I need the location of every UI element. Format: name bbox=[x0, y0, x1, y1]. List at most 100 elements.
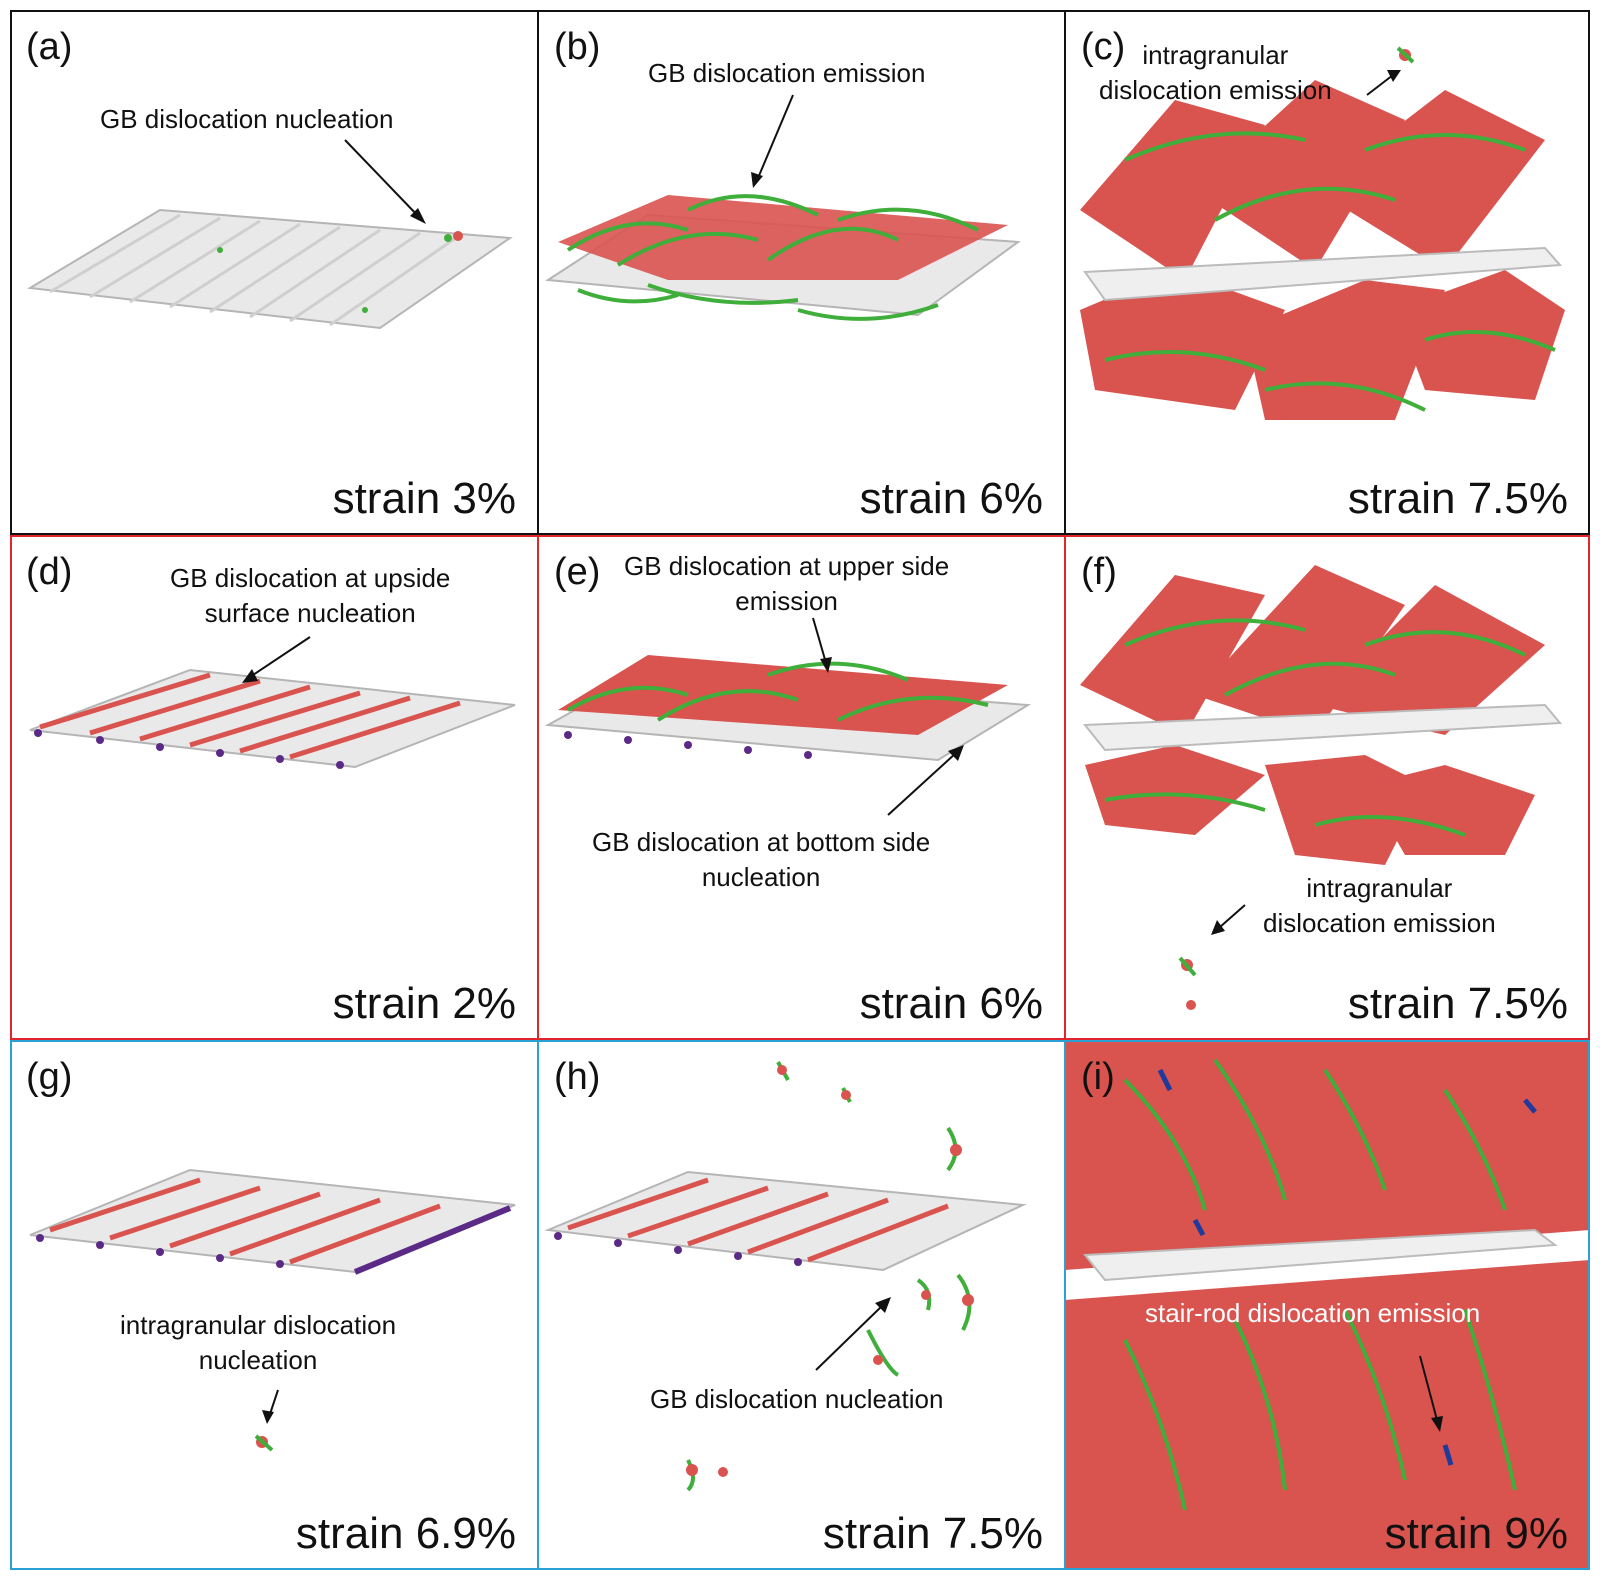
annotation: GB dislocation at bottom side nucleation bbox=[592, 825, 930, 895]
annotation: GB dislocation nucleation bbox=[650, 1382, 943, 1417]
strain-label: strain 7.5% bbox=[1347, 474, 1568, 523]
panel-label: (a) bbox=[26, 26, 73, 68]
arrow-head bbox=[242, 669, 258, 683]
panel-a: (a) GB dislocation nucleation strain 3% bbox=[10, 10, 538, 535]
annotation-line: GB dislocation nucleation bbox=[100, 104, 394, 134]
panel-g-scene bbox=[29, 1168, 516, 1452]
dislocation-lines bbox=[1104, 131, 1556, 412]
panel-h: (h) GB dislocation nucleation strain 7.5… bbox=[538, 1040, 1065, 1570]
gb-plane bbox=[1082, 703, 1563, 752]
panel-f: (f) intragranular dislocation emission s… bbox=[1065, 535, 1590, 1040]
arrow-head bbox=[751, 172, 763, 188]
annotation: GB dislocation emission bbox=[648, 56, 925, 91]
annotation: GB dislocation at upper side emission bbox=[624, 549, 949, 619]
annotation-line: GB dislocation at upside bbox=[170, 563, 451, 593]
gb-plane bbox=[29, 1168, 516, 1274]
stacking-fault-planes bbox=[1065, 1040, 1590, 1570]
panel-a-scene bbox=[26, 139, 513, 330]
annotation-arrow bbox=[249, 636, 311, 678]
annotation-arrow bbox=[1219, 904, 1246, 928]
strain-label: strain 7.5% bbox=[1347, 979, 1568, 1028]
panel-label: (d) bbox=[26, 551, 73, 593]
panel-b: (b) GB dislocation emission strain 6% bbox=[538, 10, 1065, 535]
annotation-line: intragranular bbox=[1142, 40, 1289, 70]
nucleation-site bbox=[217, 247, 223, 253]
dislocation-lines bbox=[1104, 618, 1526, 837]
panel-i-scene bbox=[1065, 1040, 1590, 1570]
gb-plane bbox=[1083, 1228, 1558, 1282]
partial-rows bbox=[567, 1177, 949, 1263]
panel-d: (d) GB dislocation at upside surface nuc… bbox=[10, 535, 538, 1040]
edge-atoms bbox=[36, 1234, 284, 1268]
strain-label: strain 9% bbox=[1384, 1509, 1568, 1558]
annotation-line: dislocation emission bbox=[1099, 75, 1332, 106]
annotation-arrow bbox=[1366, 74, 1394, 96]
panel-label: (e) bbox=[554, 551, 601, 593]
edge-atoms bbox=[34, 729, 344, 769]
strain-label: strain 3% bbox=[332, 474, 516, 523]
stacking-fault-region bbox=[558, 195, 1008, 280]
annotation-line: intragranular bbox=[1306, 873, 1453, 903]
detached-cluster bbox=[686, 1061, 972, 1492]
panel-b-scene bbox=[545, 94, 1021, 321]
detached-cluster bbox=[254, 1434, 274, 1452]
arrow-head bbox=[1387, 70, 1401, 82]
gb-atom-rows bbox=[49, 213, 461, 327]
annotation: intragranular dislocation emission bbox=[1099, 38, 1332, 108]
strain-label: strain 6% bbox=[859, 474, 1043, 523]
annotation-line: GB dislocation at bottom side bbox=[592, 827, 931, 857]
annotation-line: surface nucleation bbox=[204, 598, 416, 629]
stair-rod-segments bbox=[1157, 1068, 1537, 1466]
annotation-arrow bbox=[269, 1389, 279, 1415]
arrow-head bbox=[1211, 920, 1225, 935]
annotation-line: GB dislocation emission bbox=[648, 58, 926, 88]
gb-plane bbox=[1083, 246, 1563, 302]
panel-e: (e) GB dislocation at upper side emissio… bbox=[538, 535, 1065, 1040]
panel-label: (i) bbox=[1081, 1056, 1115, 1098]
arrow-head bbox=[820, 657, 832, 673]
annotation-arrow bbox=[887, 752, 957, 816]
panel-e-scene bbox=[544, 617, 1032, 816]
strain-label: strain 7.5% bbox=[822, 1509, 1043, 1558]
panel-label: (c) bbox=[1081, 26, 1126, 68]
annotation-arrow bbox=[815, 1304, 884, 1371]
panel-g: (g) intragranular dislocation nucleation… bbox=[10, 1040, 538, 1570]
annotation-line: emission bbox=[735, 586, 838, 617]
panel-label: (h) bbox=[554, 1056, 601, 1098]
strain-label: strain 2% bbox=[332, 979, 516, 1028]
partial-rows bbox=[49, 1177, 441, 1265]
detached-atoms bbox=[686, 1065, 974, 1477]
annotation: GB dislocation nucleation bbox=[100, 102, 393, 137]
edge-atoms bbox=[554, 1232, 802, 1266]
strain-label: strain 6.9% bbox=[295, 1509, 516, 1558]
partial-rows bbox=[39, 672, 461, 760]
arrow-head bbox=[1431, 1416, 1443, 1432]
dislocation-lines bbox=[566, 194, 979, 321]
panel-d-scene bbox=[29, 636, 516, 769]
annotation-line: GB dislocation nucleation bbox=[650, 1384, 944, 1414]
annotation: intragranular dislocation emission bbox=[1263, 871, 1496, 941]
annotation-line: dislocation emission bbox=[1263, 908, 1496, 939]
annotation-line: stair-rod dislocation emission bbox=[1145, 1298, 1481, 1328]
purple-edge-row bbox=[353, 1205, 512, 1275]
dislocation-lines bbox=[1123, 1058, 1517, 1511]
annotation-line: GB dislocation at upper side bbox=[624, 551, 950, 581]
dislocation-lines bbox=[566, 661, 989, 722]
arrow-head bbox=[410, 208, 426, 224]
arrow-head bbox=[875, 1297, 891, 1313]
annotation-line: nucleation bbox=[701, 862, 821, 893]
annotation-line: nucleation bbox=[198, 1345, 318, 1376]
annotation-line: intragranular dislocation bbox=[120, 1310, 397, 1340]
annotation-arrow bbox=[344, 139, 421, 219]
stacking-fault-planes bbox=[1080, 565, 1545, 865]
gb-plane bbox=[26, 208, 513, 330]
panel-c-scene bbox=[1080, 46, 1565, 420]
panel-c: (c) intragranular dislocation emission s… bbox=[1065, 10, 1590, 535]
annotation: intragranular dislocation nucleation bbox=[120, 1308, 396, 1378]
arrow-head bbox=[262, 1410, 274, 1424]
annotation-arrow bbox=[757, 94, 794, 179]
annotation: GB dislocation at upside surface nucleat… bbox=[170, 561, 450, 631]
panel-f-scene bbox=[1080, 565, 1563, 1010]
annotation-arrow bbox=[1419, 1355, 1438, 1421]
panel-h-scene bbox=[544, 1061, 1027, 1492]
